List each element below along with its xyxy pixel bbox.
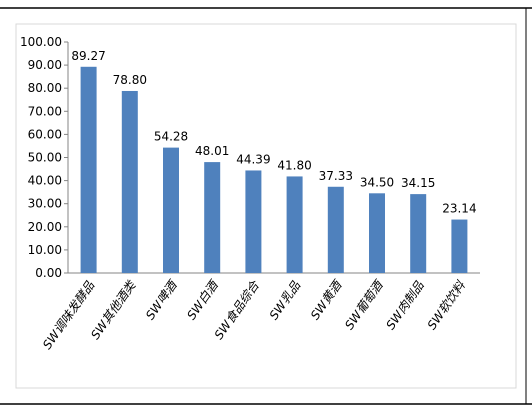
bar: [369, 193, 385, 273]
bar: [204, 162, 221, 273]
bar: [327, 186, 344, 273]
data-label: 37.33: [319, 169, 353, 183]
data-label: 48.01: [195, 144, 229, 158]
data-label: 41.80: [277, 158, 311, 172]
y-tick-label: 90.00: [28, 58, 62, 72]
data-label: 34.50: [360, 175, 394, 189]
y-tick-label: 70.00: [28, 104, 62, 118]
value-labels: 89.27 78.80 54.28 48.01 44.39 41.80 37.33 34.50…: [71, 49, 476, 216]
y-tick-label: 0.00: [35, 266, 62, 280]
y-tick-label: 80.00: [28, 81, 62, 95]
data-label: 78.80: [113, 73, 147, 87]
y-tick-label: 20.00: [28, 220, 62, 234]
data-label: 34.15: [401, 176, 435, 190]
y-tick-label: 30.00: [28, 197, 62, 211]
bar: [121, 90, 138, 273]
bar: [286, 176, 303, 273]
y-tick-label: 50.00: [28, 151, 62, 165]
bar-series: [80, 66, 468, 273]
y-axis: 0.00 10.00 20.00 30.00 40.00 50.00 60.00 70.00 8…: [20, 35, 69, 280]
bar: [245, 170, 262, 273]
y-tick-label: 100.00: [20, 35, 62, 49]
bar: [451, 219, 468, 273]
bar: [410, 194, 427, 273]
y-tick-label: 10.00: [28, 243, 62, 257]
data-label: 23.14: [442, 202, 476, 216]
plot-panel: [15, 23, 517, 389]
bar: [80, 66, 97, 273]
data-label: 89.27: [71, 49, 105, 63]
y-tick-label: 40.00: [28, 174, 62, 188]
data-label: 54.28: [154, 130, 188, 144]
y-tick-label: 60.00: [28, 127, 62, 141]
data-label: 44.39: [236, 152, 270, 166]
bar: [163, 147, 179, 273]
